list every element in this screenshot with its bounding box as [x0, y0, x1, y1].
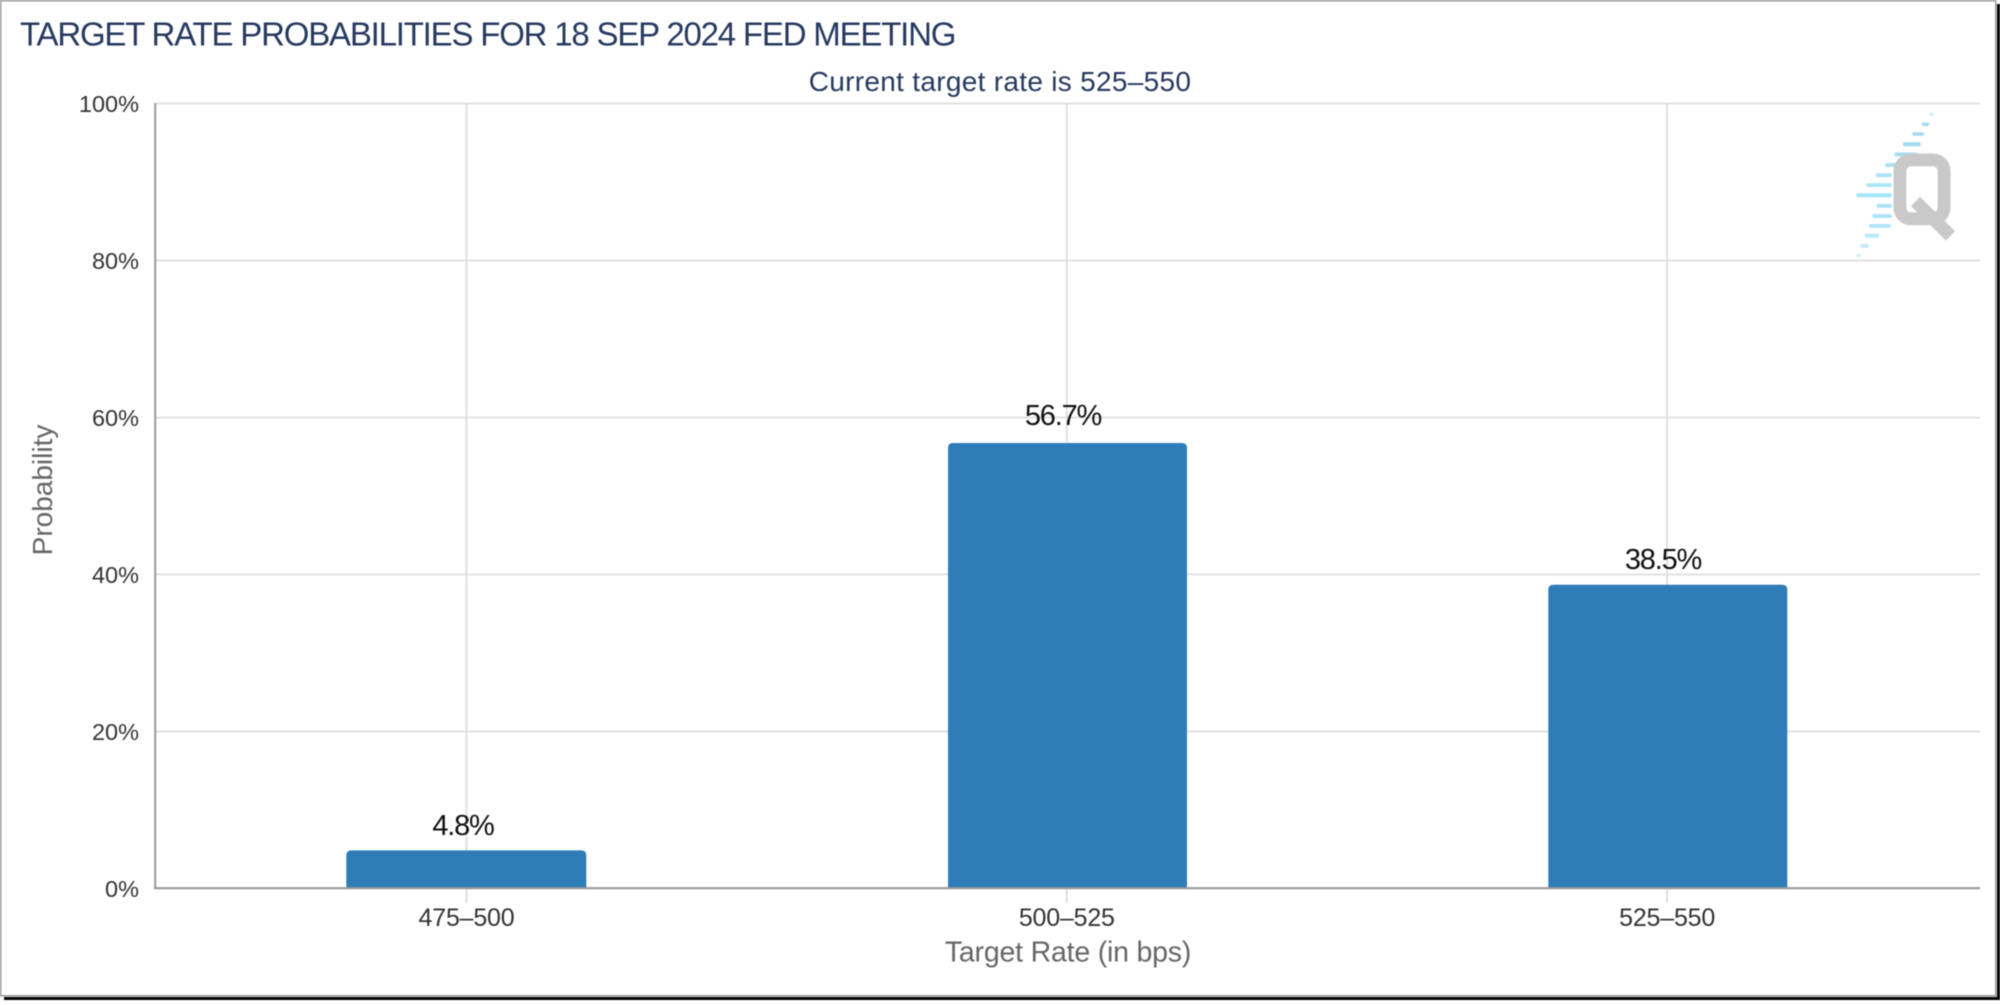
svg-text:100%: 100%	[79, 91, 139, 117]
svg-text:40%: 40%	[92, 562, 139, 588]
svg-text:500–525: 500–525	[1019, 904, 1115, 932]
svg-text:Probability: Probability	[27, 425, 58, 556]
svg-text:TARGET RATE PROBABILITIES FOR: TARGET RATE PROBABILITIES FOR 18 SEP 202…	[20, 16, 955, 53]
svg-text:Target Rate (in bps): Target Rate (in bps)	[945, 937, 1191, 969]
svg-text:0%: 0%	[105, 876, 139, 902]
svg-text:475–500: 475–500	[419, 904, 515, 932]
svg-text:525–550: 525–550	[1619, 904, 1715, 932]
svg-text:38.5%: 38.5%	[1625, 544, 1702, 576]
svg-text:56.7%: 56.7%	[1025, 400, 1102, 432]
svg-text:20%: 20%	[92, 719, 139, 745]
svg-text:80%: 80%	[92, 248, 139, 274]
svg-text:4.8%: 4.8%	[432, 810, 494, 842]
svg-text:Current target rate is 525–550: Current target rate is 525–550	[809, 66, 1192, 97]
svg-text:60%: 60%	[92, 405, 139, 431]
